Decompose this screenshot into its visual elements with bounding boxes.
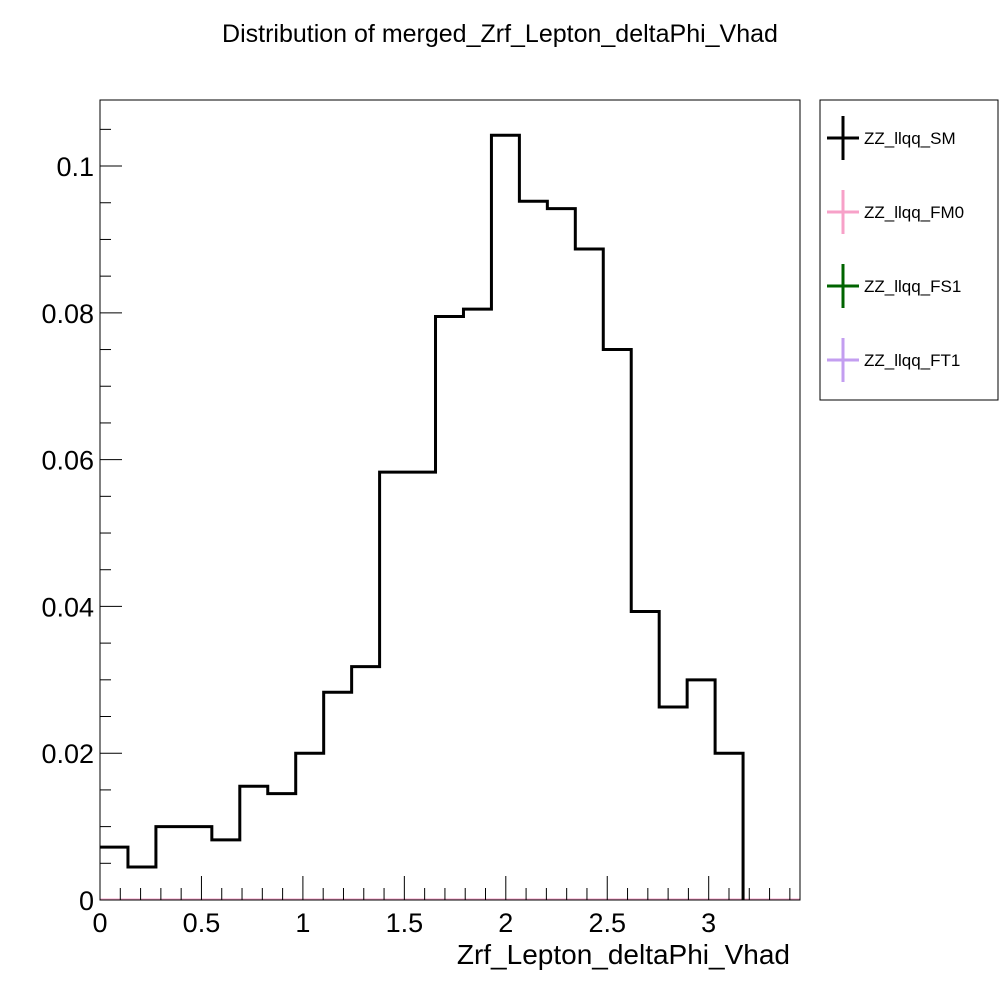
y-tick-label: 0.02 xyxy=(41,739,94,769)
histogram-lines xyxy=(100,133,745,900)
legend-entry: ZZ_llqq_FT1 xyxy=(827,338,960,382)
x-tick-labels: 0 0.5 1 1.5 2 2.5 3 xyxy=(92,908,716,938)
legend-entry: ZZ_llqq_SM xyxy=(827,116,956,160)
x-tick-label: 0.5 xyxy=(183,908,221,938)
series-step-line xyxy=(100,133,745,900)
x-tick-label: 2 xyxy=(498,908,513,938)
y-tick-label: 0 xyxy=(79,886,94,916)
y-tick-label: 0.1 xyxy=(56,152,94,182)
x-tick-label: 3 xyxy=(701,908,716,938)
y-tick-label: 0.06 xyxy=(41,446,94,476)
plot-frame xyxy=(99,99,801,901)
y-tick-label: 0.04 xyxy=(41,592,94,622)
legend: ZZ_llqq_SM ZZ_llqq_FM0 ZZ_llqq_FS1 ZZ_llqq_… xyxy=(819,99,999,401)
x-tick-label: 0 xyxy=(92,908,107,938)
legend-entry: ZZ_llqq_FM0 xyxy=(827,190,964,234)
x-tick-label: 2.5 xyxy=(588,908,626,938)
axis-ticks xyxy=(99,128,791,901)
y-tick-label: 0.08 xyxy=(41,299,94,329)
x-tick-label: 1.5 xyxy=(386,908,424,938)
legend-label: ZZ_llqq_FS1 xyxy=(864,277,961,296)
legend-entry: ZZ_llqq_FS1 xyxy=(827,264,961,308)
y-tick-labels: 0 0.02 0.04 0.06 0.08 0.1 xyxy=(41,152,94,916)
x-axis-label: Zrf_Lepton_deltaPhi_Vhad xyxy=(457,939,790,970)
legend-label: ZZ_llqq_FT1 xyxy=(864,351,960,370)
legend-label: ZZ_llqq_SM xyxy=(864,129,956,148)
chart-title: Distribution of merged_Zrf_Lepton_deltaP… xyxy=(222,20,778,48)
legend-label: ZZ_llqq_FM0 xyxy=(864,203,964,222)
legend-box xyxy=(819,99,999,401)
x-tick-label: 1 xyxy=(295,908,310,938)
